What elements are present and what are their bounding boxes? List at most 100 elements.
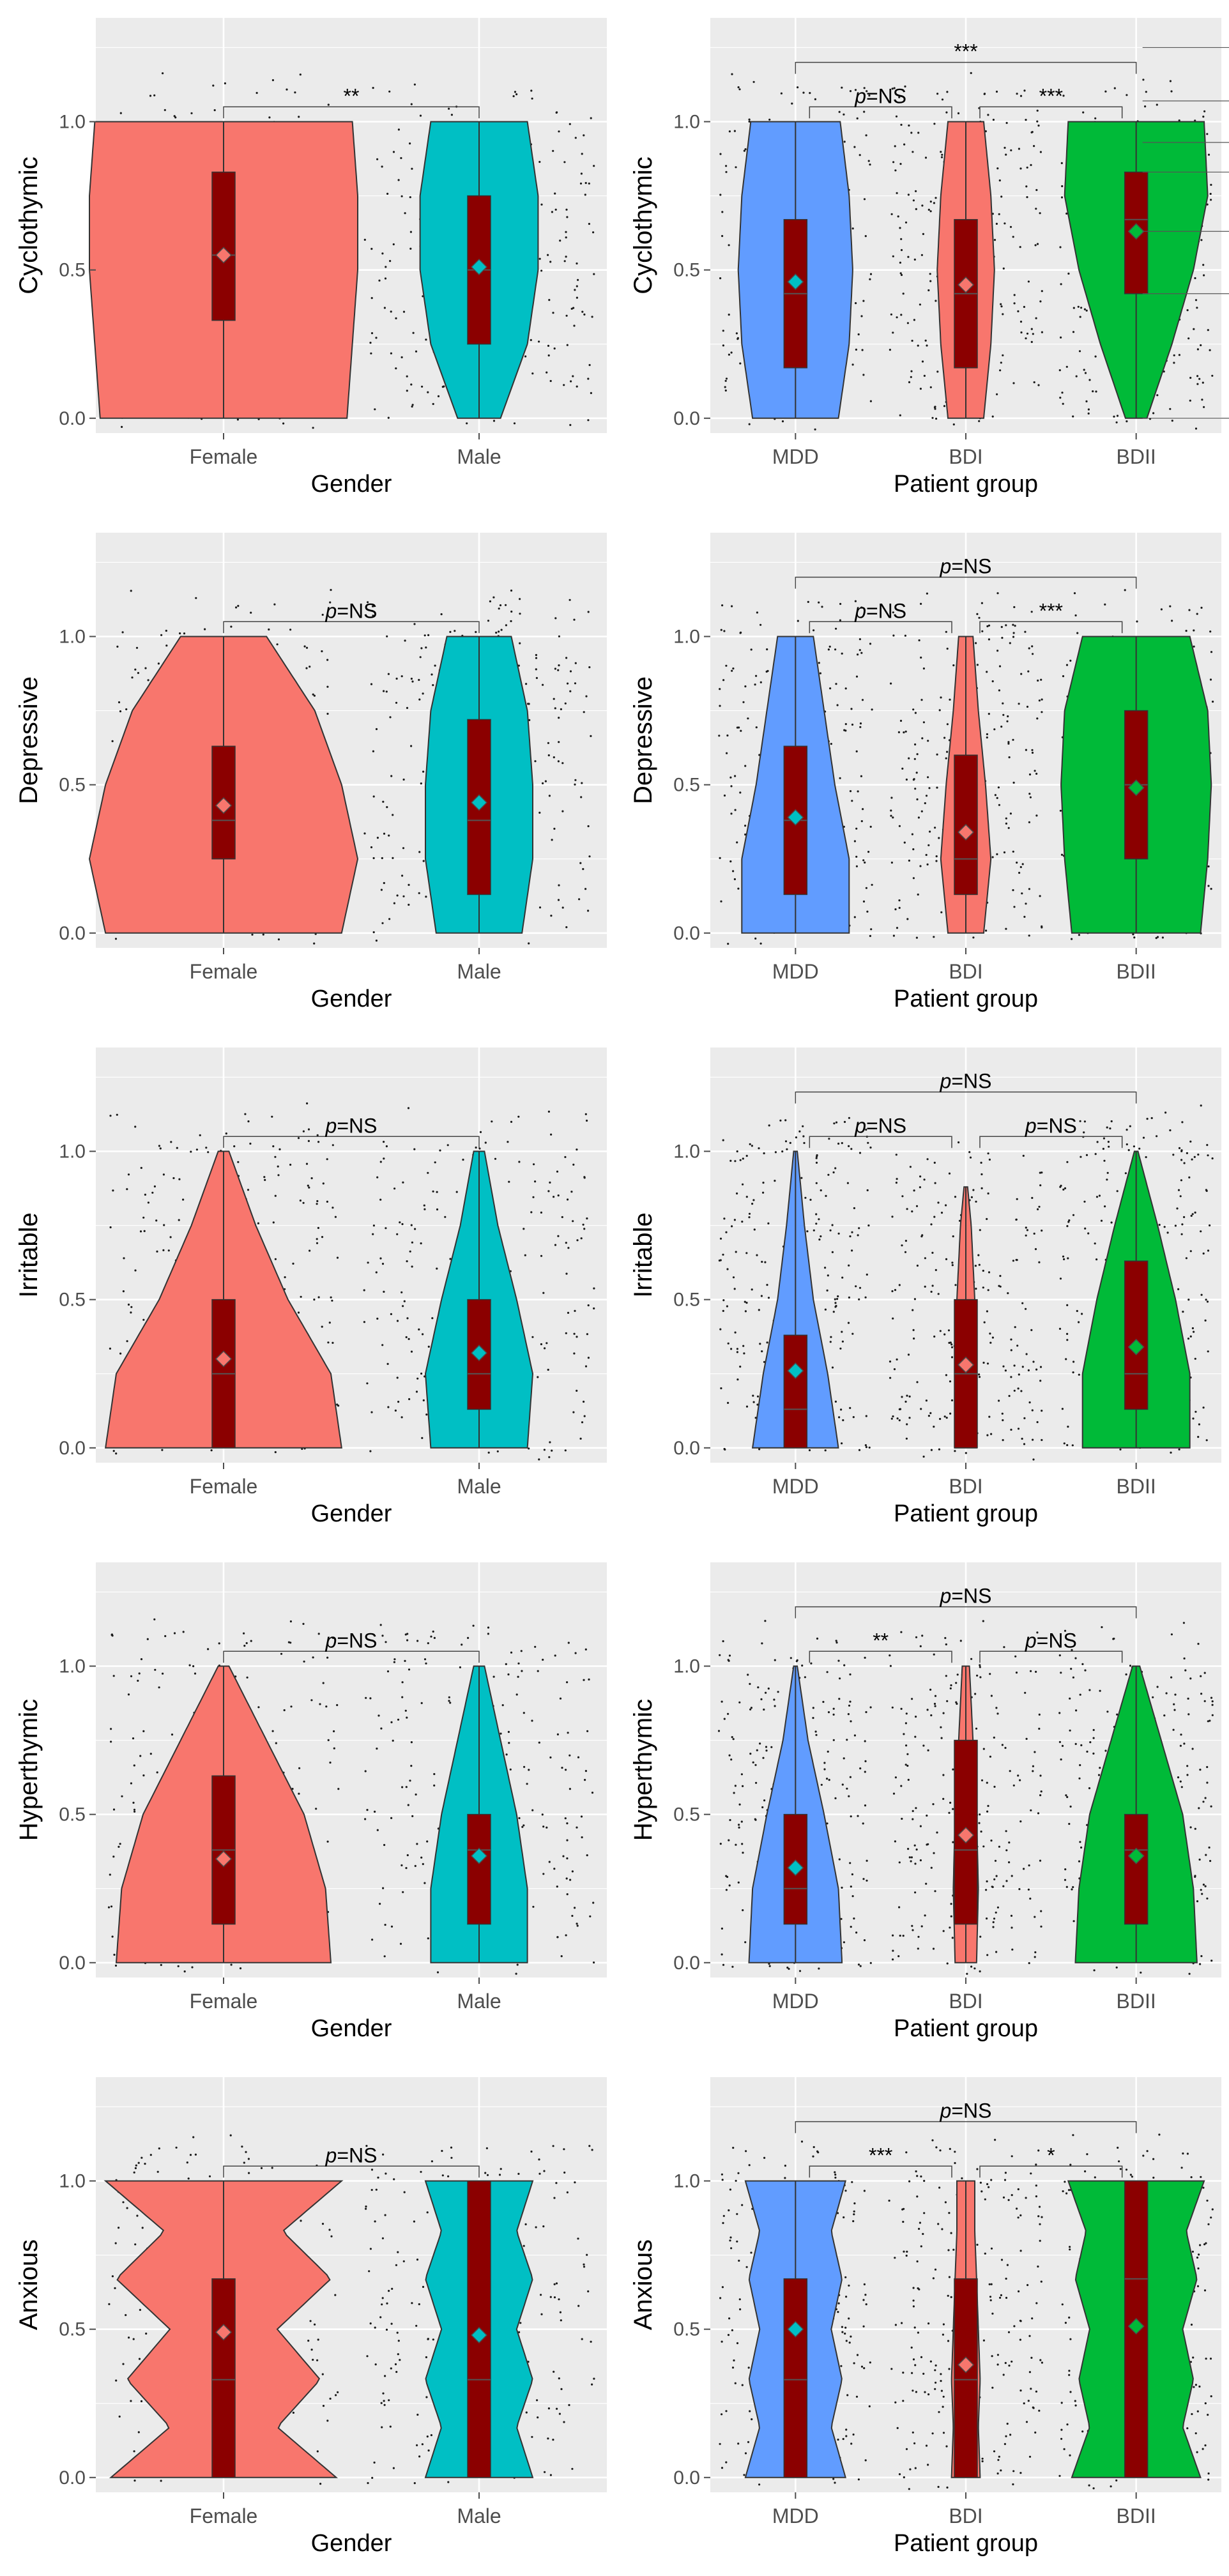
jitter-point — [904, 634, 906, 637]
jitter-point — [726, 1268, 729, 1270]
jitter-point — [419, 114, 422, 117]
jitter-point — [156, 2170, 159, 2173]
jitter-point — [914, 788, 917, 790]
jitter-point — [1166, 1231, 1169, 1234]
jitter-point — [527, 703, 530, 705]
jitter-point — [249, 1142, 252, 1145]
jitter-point — [736, 1150, 738, 1153]
jitter-point — [748, 1216, 751, 1219]
jitter-point — [517, 1115, 520, 1118]
jitter-point — [773, 1698, 775, 1701]
jitter-point — [931, 1251, 934, 1254]
jitter-point — [574, 1309, 576, 1312]
jitter-point — [894, 1289, 897, 1292]
jitter-point — [420, 1856, 423, 1859]
jitter-point — [934, 1705, 936, 1707]
jitter-point — [756, 1395, 760, 1398]
jitter-point — [192, 2136, 195, 2138]
jitter-point — [933, 1216, 936, 1218]
jitter-point — [894, 169, 897, 172]
jitter-point — [366, 1809, 369, 1811]
jitter-point — [283, 1709, 286, 1712]
jitter-point — [848, 1117, 850, 1119]
jitter-point — [170, 1141, 172, 1143]
jitter-point — [951, 1937, 954, 1939]
jitter-point — [389, 260, 392, 263]
jitter-point — [1025, 1226, 1027, 1229]
jitter-point — [552, 149, 554, 152]
jitter-point — [1180, 1734, 1182, 1736]
jitter-point — [830, 1336, 832, 1338]
jitter-point — [869, 278, 871, 280]
mean-marker-bdi — [957, 1356, 975, 1373]
jitter-point — [1016, 1259, 1018, 1261]
jitter-point — [728, 314, 730, 316]
jitter-point — [991, 1886, 994, 1888]
jitter-point — [834, 1167, 837, 1170]
jitter-point — [922, 232, 924, 235]
jitter-point — [898, 825, 901, 827]
jitter-point — [1039, 151, 1042, 153]
jitter-point — [212, 84, 215, 87]
jitter-point — [330, 589, 332, 591]
jitter-point — [901, 767, 904, 770]
jitter-point — [919, 1825, 922, 1827]
jitter-point — [247, 1120, 250, 1123]
jitter-point — [556, 1936, 559, 1939]
jitter-point — [549, 261, 552, 263]
jitter-point — [828, 1138, 830, 1140]
jitter-point — [900, 123, 903, 126]
jitter-point — [553, 1196, 555, 1198]
jitter-point — [379, 1624, 382, 1626]
jitter-point — [436, 1267, 438, 1270]
jitter-point — [945, 1204, 947, 1207]
jitter-point — [553, 1868, 556, 1870]
jitter-point — [849, 90, 852, 93]
jitter-point — [741, 1843, 744, 1845]
jitter-point — [547, 254, 549, 256]
jitter-point — [375, 940, 378, 942]
jitter-point — [440, 613, 443, 616]
jitter-point — [1005, 817, 1007, 819]
jitter-point — [1041, 1438, 1043, 1442]
jitter-point — [383, 1955, 386, 1958]
jitter-point — [1018, 871, 1021, 874]
jitter-point — [849, 1235, 851, 1238]
jitter-point — [208, 2175, 211, 2177]
jitter-point — [835, 683, 837, 685]
jitter-point — [1170, 1633, 1173, 1636]
jitter-point — [1016, 93, 1018, 95]
jitter-point — [1080, 1846, 1083, 1849]
jitter-point — [739, 1159, 742, 1161]
comparison-bracket-female-male: ** — [223, 84, 480, 119]
y-tick-label: 0.0 — [59, 1953, 86, 1974]
jitter-point — [1033, 1232, 1035, 1235]
jitter-point — [160, 2480, 162, 2482]
jitter-point — [316, 1242, 319, 1244]
jitter-point — [908, 1856, 911, 1859]
jitter-point — [719, 194, 722, 196]
jitter-point — [1002, 713, 1005, 716]
jitter-point — [1004, 222, 1006, 225]
jitter-point — [998, 689, 1000, 692]
jitter-point — [195, 597, 197, 599]
jitter-point — [974, 1693, 977, 1695]
jitter-point — [982, 1286, 984, 1289]
jitter-point — [1005, 927, 1007, 930]
jitter-point — [332, 1636, 335, 1639]
jitter-point — [889, 1654, 891, 1657]
jitter-point — [576, 1923, 578, 1925]
jitter-point — [409, 1780, 411, 1782]
jitter-point — [134, 2243, 137, 2246]
jitter-point — [744, 685, 747, 688]
jitter-point — [413, 83, 416, 86]
jitter-point — [491, 1120, 493, 1123]
jitter-point — [1212, 700, 1214, 703]
jitter-point — [927, 1843, 929, 1845]
jitter-point — [1179, 1744, 1182, 1747]
jitter-point — [388, 918, 391, 920]
jitter-point — [802, 91, 805, 94]
jitter-point — [993, 1917, 996, 1920]
jitter-point — [986, 736, 988, 739]
jitter-point — [1179, 1195, 1182, 1198]
